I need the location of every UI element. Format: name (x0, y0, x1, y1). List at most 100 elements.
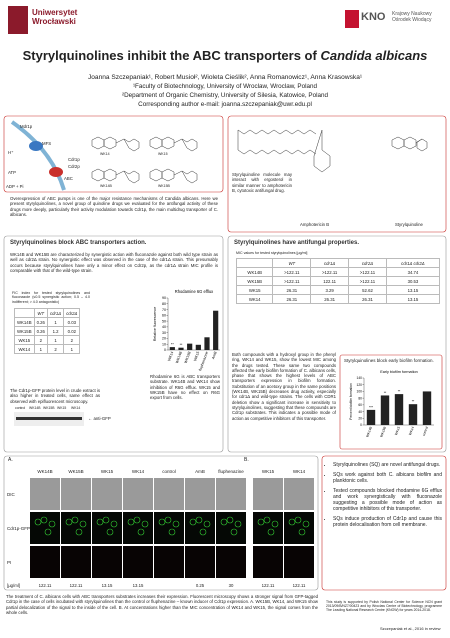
micrograph (284, 478, 314, 510)
structures-text: Styrylquinoline molecule may interact wi… (232, 172, 292, 193)
gfp-cell (75, 528, 83, 536)
table-row: WK15B >122.11 122.11 >122.11 30.53 (235, 276, 441, 286)
table-header: WT cdr1Δ cdr2Δ (14, 308, 81, 318)
table-row: WK15B 0.26 1.2 0.02 (14, 326, 81, 336)
blot-antibody: ← anti-GFP (88, 416, 111, 421)
micrograph (92, 546, 122, 578)
gfp-cell (48, 520, 56, 528)
gfp-cell (168, 528, 176, 536)
table-cell: WK15B (235, 276, 274, 286)
structure-label: Amphotericin B (300, 222, 330, 227)
gfp-cell (220, 518, 228, 526)
table-cell: 0.03 (63, 317, 81, 327)
conclusions: Styrylquinolines (SQ) are novel antifung… (326, 462, 442, 532)
gfp-cell (271, 520, 279, 528)
chart-title: Rhodamine 6G efflux (175, 289, 213, 294)
gfp-cell (127, 518, 135, 526)
panel-label: B. (244, 457, 249, 463)
column-label: fluphenazine (218, 469, 244, 474)
table-cell: 1 (33, 344, 48, 354)
y-tick-label: 100 (356, 390, 362, 394)
micrograph (216, 478, 246, 510)
know-line: Krajowy Naukowy (392, 11, 432, 17)
fic-table: WT cdr1Δ cdr2Δ WK14B 0.26 1 0.03 WK15B 0.26 1.2 0.… (14, 308, 81, 354)
micrograph (61, 478, 91, 510)
significance-label: ** (171, 343, 174, 347)
gfp-cell (102, 516, 110, 524)
micrograph (154, 546, 184, 578)
table-header: WT cdr1Δ cdr2Δ cdr1Δ cdr2Δ (235, 258, 441, 268)
bar (380, 395, 390, 425)
title-text: Styrylquinolines inhibit the ABC transpo… (22, 48, 317, 63)
dose-label: 30 (228, 583, 234, 588)
gfp-cell (164, 516, 172, 524)
table-cell: WK14 (14, 344, 35, 354)
table-cell: 1 (46, 335, 65, 345)
authors: Joanna Szczepaniak¹, Robert Musioł², Wio… (87, 74, 363, 81)
diagram-label: Cdr1p (68, 157, 80, 162)
header-cell: cdr1Δ (46, 308, 65, 318)
x-tick-label: WK15 (193, 351, 200, 362)
micrograph (253, 512, 283, 544)
intro-text: Overexpression of ABC pumps is one of th… (10, 196, 218, 217)
table-cell: >122.11 (272, 267, 312, 277)
x-tick-label: WK15B (184, 350, 192, 363)
micrograph (92, 512, 122, 544)
micrograph (30, 512, 60, 544)
table-cell: WK14B (235, 267, 274, 277)
y-axis-label: Percent biofilm formation (349, 383, 353, 420)
table-cell: 13.15 (385, 285, 441, 295)
column-label: WK15B (68, 469, 84, 474)
gfp-cell (288, 518, 296, 526)
gfp-cell (137, 528, 145, 536)
bar (394, 394, 404, 425)
table-cell: WK14 (235, 294, 274, 304)
structures (91, 129, 428, 184)
y-tick-label: 70 (162, 308, 166, 312)
table-cell: WK15 (14, 335, 35, 345)
bar (366, 409, 376, 425)
table-row: WK15 2 1 2 (14, 335, 81, 345)
diagram-label: MFS (42, 141, 52, 146)
table-cell: >122.11 (310, 267, 350, 277)
y-tick-label: 40 (358, 410, 362, 414)
conclusion: SQs induce production of Cdr1p and cause… (333, 516, 442, 528)
bar (213, 310, 219, 350)
gfp-cell (263, 516, 271, 524)
column-label: WK15 (261, 469, 275, 474)
header-cell: WT (272, 258, 312, 268)
table-cell: >122.11 (348, 276, 387, 286)
gfp-cell (34, 518, 42, 526)
affiliation: ¹Faculty of Biotechnology, University of… (132, 83, 318, 90)
table-cell: 2 (33, 335, 48, 345)
dose-label: 13.15 (132, 583, 144, 588)
x-tick-label: WK14B (175, 350, 183, 363)
table-caption: MIC values for tested styrylquinolines [… (236, 251, 308, 255)
gfp-cell (298, 528, 306, 536)
dose-label: 13.15 (101, 583, 113, 588)
y-tick-label: 120 (356, 383, 362, 387)
table-cell: 0.02 (63, 326, 81, 336)
panel-border (339, 354, 443, 450)
table-cell: 30.53 (385, 276, 441, 286)
panel-border (3, 455, 319, 591)
table-cell: 26.31 (348, 294, 387, 304)
header-cell (14, 308, 35, 318)
panel-border (227, 235, 447, 453)
micrograph (123, 512, 153, 544)
title-species: Candida albicans (320, 48, 428, 63)
conclusion: Styrylquinolines (SQ) are novel antifung… (333, 462, 442, 468)
bar (187, 343, 193, 350)
section-heading: Styrylquinolines block ABC transporters … (10, 240, 147, 246)
panel-border (321, 455, 447, 591)
header-cell: WT (33, 308, 48, 318)
lane-label: WK14 (71, 406, 81, 410)
unit-label: [µg/ml] (7, 583, 20, 588)
y-tick-label: 50 (162, 319, 166, 323)
table-cell: 13.15 (385, 294, 441, 304)
table-cell: WK15B (14, 326, 35, 336)
table-cell: 0.26 (33, 326, 48, 336)
table-cell: 34.74 (385, 267, 441, 277)
bar (408, 404, 418, 425)
